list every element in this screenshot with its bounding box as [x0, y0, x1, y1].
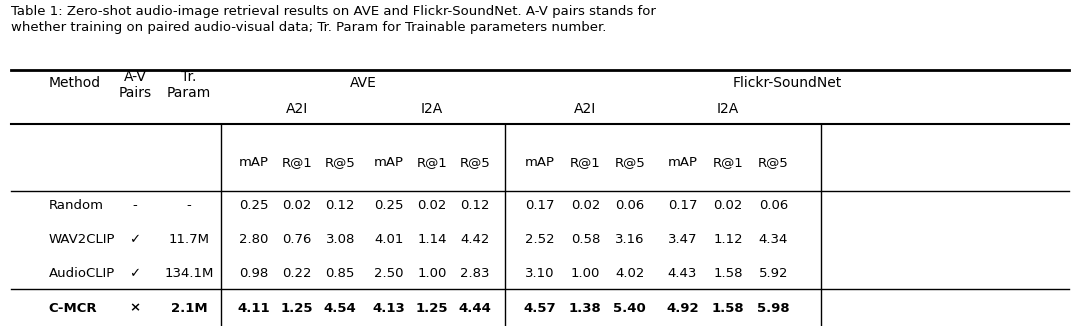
Text: 0.17: 0.17	[667, 199, 698, 212]
Text: 4.44: 4.44	[459, 302, 491, 315]
Text: 1.14: 1.14	[417, 233, 447, 246]
Text: 4.43: 4.43	[667, 267, 698, 280]
Text: 2.52: 2.52	[525, 233, 555, 246]
Text: ✓: ✓	[130, 233, 140, 246]
Text: Flickr-SoundNet: Flickr-SoundNet	[732, 76, 842, 90]
Text: 0.25: 0.25	[374, 199, 404, 212]
Text: I2A: I2A	[421, 102, 443, 116]
Text: 4.11: 4.11	[238, 302, 270, 315]
Text: 0.25: 0.25	[239, 199, 269, 212]
Text: 1.25: 1.25	[281, 302, 313, 315]
Text: 0.06: 0.06	[615, 199, 645, 212]
Text: A2I: A2I	[573, 102, 596, 116]
Text: 4.13: 4.13	[373, 302, 405, 315]
Text: mAP: mAP	[239, 156, 269, 170]
Text: Pairs: Pairs	[119, 86, 151, 100]
Text: A2I: A2I	[286, 102, 308, 116]
Text: 0.06: 0.06	[758, 199, 788, 212]
Text: R@1: R@1	[282, 156, 312, 170]
Text: R@5: R@5	[615, 156, 645, 170]
Text: 5.40: 5.40	[613, 302, 646, 315]
Text: WAV2CLIP: WAV2CLIP	[49, 233, 116, 246]
Text: 0.02: 0.02	[417, 199, 447, 212]
Text: Table 1: Zero-shot audio-image retrieval results on AVE and Flickr-SoundNet. A-V: Table 1: Zero-shot audio-image retrieval…	[11, 5, 656, 18]
Text: 4.01: 4.01	[374, 233, 404, 246]
Text: whether training on paired audio-visual data; Tr. Param for Trainable parameters: whether training on paired audio-visual …	[11, 21, 606, 34]
Text: 1.38: 1.38	[569, 302, 602, 315]
Text: C-MCR: C-MCR	[49, 302, 97, 315]
Text: mAP: mAP	[525, 156, 555, 170]
Text: -: -	[133, 199, 137, 212]
Text: 4.42: 4.42	[460, 233, 490, 246]
Text: I2A: I2A	[717, 102, 739, 116]
Text: Param: Param	[167, 86, 211, 100]
Text: mAP: mAP	[374, 156, 404, 170]
Text: 0.85: 0.85	[325, 267, 355, 280]
Text: 2.1M: 2.1M	[171, 302, 207, 315]
Text: 3.08: 3.08	[325, 233, 355, 246]
Text: 5.92: 5.92	[758, 267, 788, 280]
Text: 1.12: 1.12	[713, 233, 743, 246]
Text: R@1: R@1	[713, 156, 743, 170]
Text: 3.16: 3.16	[615, 233, 645, 246]
Text: ✓: ✓	[130, 267, 140, 280]
Text: 0.98: 0.98	[239, 267, 269, 280]
Text: 4.57: 4.57	[524, 302, 556, 315]
Text: R@1: R@1	[570, 156, 600, 170]
Text: 0.02: 0.02	[713, 199, 743, 212]
Text: R@5: R@5	[325, 156, 355, 170]
Text: 0.58: 0.58	[570, 233, 600, 246]
Text: 1.58: 1.58	[713, 267, 743, 280]
Text: 1.00: 1.00	[417, 267, 447, 280]
Text: R@5: R@5	[460, 156, 490, 170]
Text: 1.00: 1.00	[570, 267, 600, 280]
Text: Random: Random	[49, 199, 104, 212]
Text: 2.80: 2.80	[239, 233, 269, 246]
Text: 0.02: 0.02	[282, 199, 312, 212]
Text: 4.02: 4.02	[615, 267, 645, 280]
Text: 0.22: 0.22	[282, 267, 312, 280]
Text: 3.47: 3.47	[667, 233, 698, 246]
Text: 0.12: 0.12	[460, 199, 490, 212]
Text: ×: ×	[130, 302, 140, 315]
Text: Tr.: Tr.	[181, 70, 197, 83]
Text: AudioCLIP: AudioCLIP	[49, 267, 114, 280]
Text: 4.92: 4.92	[666, 302, 699, 315]
Text: 0.76: 0.76	[282, 233, 312, 246]
Text: 2.83: 2.83	[460, 267, 490, 280]
Text: 1.58: 1.58	[712, 302, 744, 315]
Text: 0.17: 0.17	[525, 199, 555, 212]
Text: AVE: AVE	[350, 76, 377, 90]
Text: 2.50: 2.50	[374, 267, 404, 280]
Text: 11.7M: 11.7M	[168, 233, 210, 246]
Text: 1.25: 1.25	[416, 302, 448, 315]
Text: R@1: R@1	[417, 156, 447, 170]
Text: mAP: mAP	[667, 156, 698, 170]
Text: 0.02: 0.02	[570, 199, 600, 212]
Text: 4.54: 4.54	[324, 302, 356, 315]
Text: 5.98: 5.98	[757, 302, 789, 315]
Text: -: -	[187, 199, 191, 212]
Text: 4.34: 4.34	[758, 233, 788, 246]
Text: A-V: A-V	[123, 70, 147, 83]
Text: 134.1M: 134.1M	[164, 267, 214, 280]
Text: 3.10: 3.10	[525, 267, 555, 280]
Text: R@5: R@5	[758, 156, 788, 170]
Text: Method: Method	[49, 76, 100, 90]
Text: 0.12: 0.12	[325, 199, 355, 212]
